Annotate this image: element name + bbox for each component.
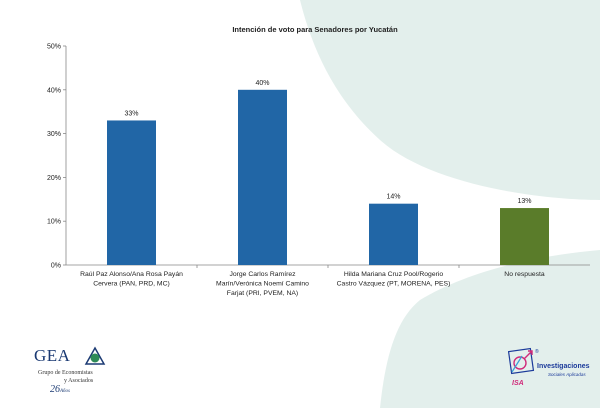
isa-logo-subtitle: Sociales Aplicadas [548,372,586,377]
x-tick-label-line: Castro Vázquez (PT, MORENA, PES) [337,281,451,288]
bar [107,120,156,266]
x-tick-label-line: Hilda Mariana Cruz Pool/Rogerio [344,271,444,278]
x-tick-label-line: Raúl Paz Alonso/Ana Rosa Payán [80,271,183,278]
y-tick-label: 50% [47,44,61,51]
isa-logo-name: Investigaciones [537,363,590,370]
x-tick-label: Hilda Mariana Cruz Pool/Rogerio Castro Vá… [337,271,451,288]
y-tick-label: 40% [47,87,61,94]
x-tick-label: No respuesta [504,271,545,278]
background-shape-upper [300,0,600,200]
isa-logo-acronym: ISA [512,380,524,387]
x-tick-label: Jorge Carlos Ramírez Marín/Verónica Noemí… [216,271,309,297]
isa-emblem-icon: ® [508,347,539,375]
gea-years-number: 26 [50,384,60,395]
bar [369,203,418,265]
gea-emblem-icon [84,346,106,365]
chart-title: Intención de voto para Senadores por Yuc… [232,25,398,34]
data-label: 40% [255,80,269,87]
x-tick-label-line: Jorge Carlos Ramírez [229,271,296,278]
gea-logo-line1: Grupo de Economistas [38,370,93,376]
x-tick-label-line: No respuesta [504,271,545,278]
background-shape-lower [380,250,600,408]
data-label: 13% [517,198,531,205]
bars [107,89,549,266]
y-tick-label: 30% [47,131,61,138]
data-label: 33% [124,110,138,117]
y-tick-label: 10% [47,219,61,226]
x-tick-label-line: Marín/Verónica Noemí Camino [216,281,309,288]
y-tick-label: 0% [51,263,61,270]
x-tick-label: Raúl Paz Alonso/Ana Rosa Payán Cervera (P… [80,271,183,288]
bar [500,208,549,265]
gea-logo-years: 26Años [50,384,70,395]
gea-years-suffix: Años [60,389,70,394]
gea-logo-line2: y Asociados [64,378,94,384]
gea-logo-acronym: GEA [34,346,71,365]
y-tick-label: 20% [47,175,61,182]
isa-registered-mark: ® [535,348,539,355]
labels: 33% Raúl Paz Alonso/Ana Rosa Payán Cervera… [80,80,545,297]
x-tick-label-line: Cervera (PAN, PRD, MC) [93,281,170,288]
data-label: 14% [386,194,400,201]
bar [238,89,287,265]
x-tick-label-line: Farjat (PRI, PVEM, NA) [227,290,298,297]
